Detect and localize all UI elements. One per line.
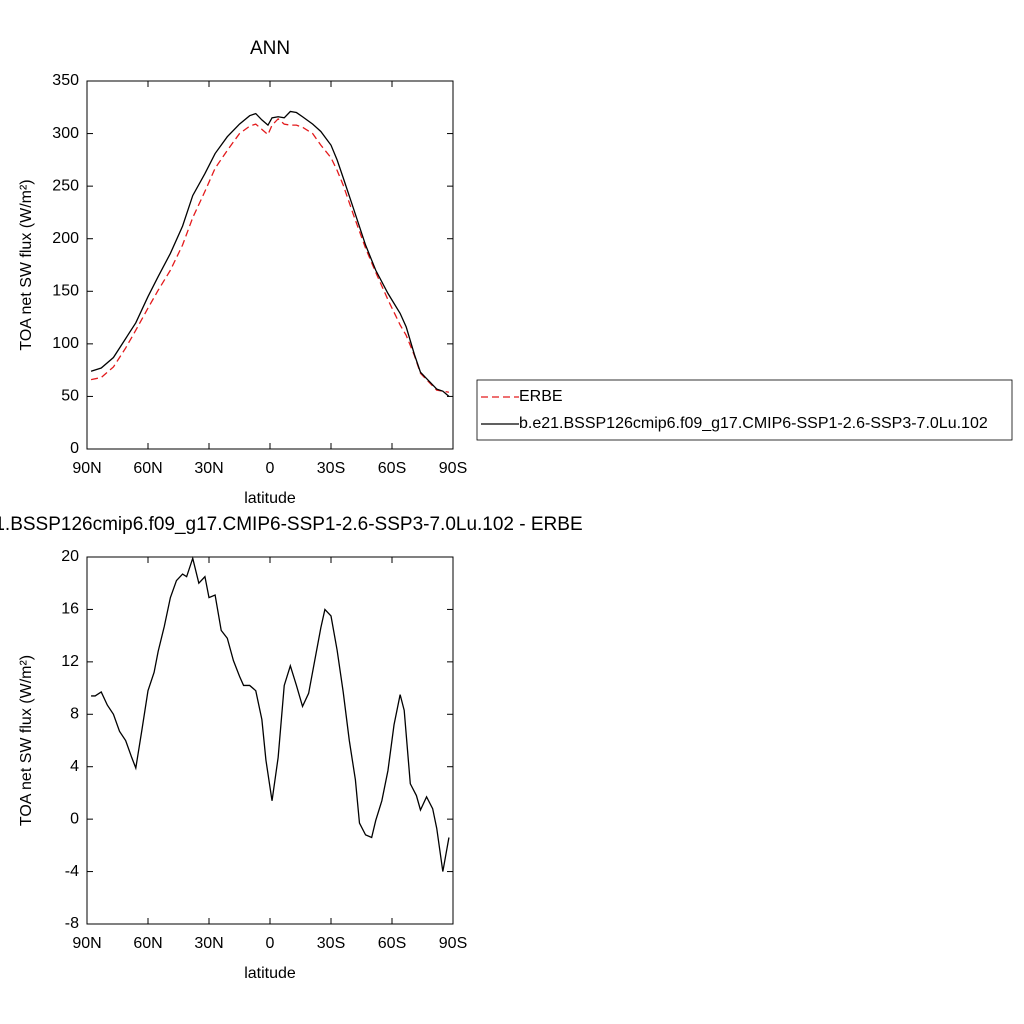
y-tick-label: 150 (52, 283, 79, 300)
x-tick-label: 90N (72, 460, 101, 477)
x-tick-label: 60S (378, 935, 406, 952)
legend-label: ERBE (519, 388, 563, 405)
y-tick-label: 200 (52, 230, 79, 247)
y-tick-label: 100 (52, 335, 79, 352)
y-axis-label: TOA net SW flux (W/m²) (18, 655, 35, 826)
y-tick-label: -4 (65, 863, 79, 880)
y-axis-label: TOA net SW flux (W/m²) (18, 179, 35, 350)
y-tick-label: 8 (70, 706, 79, 723)
x-tick-label: 60N (133, 460, 162, 477)
x-axis-label: latitude (244, 490, 296, 507)
legend-box (476, 379, 1013, 441)
x-tick-label: 30S (317, 935, 345, 952)
x-tick-label: 60S (378, 460, 406, 477)
x-tick-label: 0 (266, 460, 275, 477)
data-line (91, 555, 450, 872)
x-tick-label: 90S (439, 460, 467, 477)
y-tick-label: 50 (61, 388, 79, 405)
legend-label: b.e21.BSSP126cmip6.f09_g17.CMIP6-SSP1-2.… (519, 415, 988, 432)
data-line (90, 110, 450, 397)
data-line (90, 117, 450, 393)
x-tick-label: 0 (266, 935, 275, 952)
x-tick-label: 90N (72, 935, 101, 952)
y-tick-label: 20 (61, 548, 79, 565)
x-tick-label: 90S (439, 935, 467, 952)
y-tick-label: -8 (65, 915, 79, 932)
x-tick-label: 30S (317, 460, 345, 477)
x-tick-label: 30N (194, 460, 223, 477)
y-tick-label: 0 (70, 810, 79, 827)
y-tick-label: 12 (61, 653, 79, 670)
y-tick-label: 0 (70, 440, 79, 457)
y-tick-label: 4 (70, 758, 79, 775)
y-tick-label: 250 (52, 177, 79, 194)
chart-title: b.e21.BSSP126cmip6.f09_g17.CMIP6-SSP1-2.… (0, 514, 583, 535)
y-tick-label: 350 (52, 72, 79, 89)
x-axis-label: latitude (244, 965, 296, 982)
plot-frame (86, 80, 454, 450)
chart-title: ANN (250, 38, 290, 59)
x-tick-label: 30N (194, 935, 223, 952)
y-tick-label: 16 (61, 601, 79, 618)
plot-frame (86, 556, 454, 925)
y-tick-label: 300 (52, 125, 79, 142)
x-tick-label: 60N (133, 935, 162, 952)
